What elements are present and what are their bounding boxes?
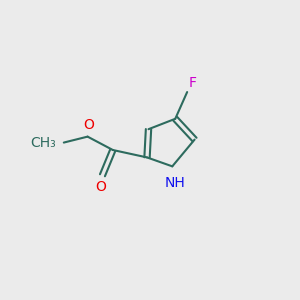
Text: O: O bbox=[95, 180, 106, 194]
Text: F: F bbox=[188, 76, 196, 89]
Text: CH₃: CH₃ bbox=[31, 136, 56, 150]
Text: NH: NH bbox=[165, 176, 186, 190]
Text: O: O bbox=[84, 118, 94, 132]
